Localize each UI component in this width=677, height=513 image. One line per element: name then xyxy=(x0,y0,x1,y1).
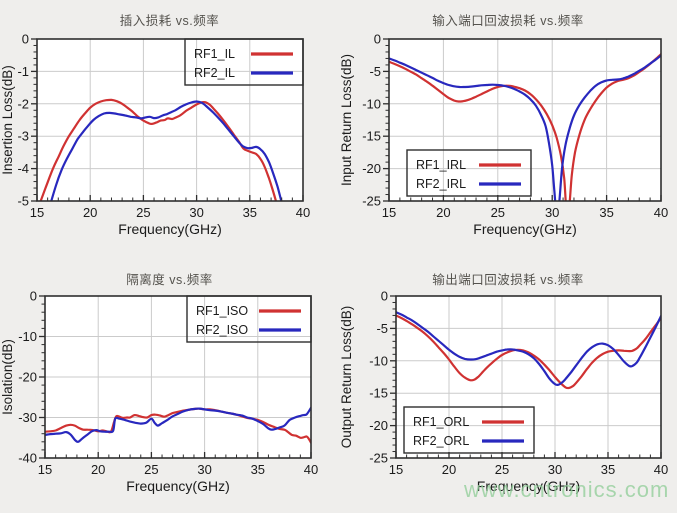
svg-text:25: 25 xyxy=(491,205,505,220)
svg-text:-3: -3 xyxy=(17,129,29,144)
svg-text:-5: -5 xyxy=(376,321,388,336)
svg-text:0: 0 xyxy=(374,32,381,47)
svg-text:40: 40 xyxy=(654,205,668,220)
svg-text:RF2_IRL: RF2_IRL xyxy=(416,177,466,191)
svg-text:35: 35 xyxy=(599,205,613,220)
svg-text:RF1_ISO: RF1_ISO xyxy=(196,304,248,318)
svg-text:Frequency(GHz): Frequency(GHz) xyxy=(118,221,221,237)
svg-text:-10: -10 xyxy=(18,329,37,344)
svg-text:40: 40 xyxy=(304,462,318,477)
svg-text:Frequency(GHz): Frequency(GHz) xyxy=(126,478,229,494)
svg-text:RF1_IRL: RF1_IRL xyxy=(416,158,466,172)
svg-text:15: 15 xyxy=(38,462,52,477)
svg-text:20: 20 xyxy=(83,205,97,220)
svg-text:15: 15 xyxy=(382,205,396,220)
output-return-loss-plot: 15 20 25 30 35 40 0 -5 -10 -15 -20 -25 Frequency(GHz… xyxy=(339,290,668,494)
svg-text:20: 20 xyxy=(442,462,456,477)
svg-text:30: 30 xyxy=(189,205,203,220)
isolation-plot: 15 20 25 30 35 40 0 -10 -20 -30 -40 Frequency(GHz) I… xyxy=(0,290,318,494)
chart-title-output-return-loss: 输出端口回波损耗 vs.频率 xyxy=(432,273,584,287)
svg-text:RF1_ORL: RF1_ORL xyxy=(413,415,469,429)
svg-text:Frequency(GHz): Frequency(GHz) xyxy=(473,221,576,237)
svg-text:-30: -30 xyxy=(18,410,37,425)
svg-text:25: 25 xyxy=(495,462,509,477)
svg-text:Frequency(GHz): Frequency(GHz) xyxy=(477,478,580,494)
svg-text:-2: -2 xyxy=(17,96,29,111)
svg-text:Isolation(dB): Isolation(dB) xyxy=(0,339,15,415)
chart-isolation: 隔离度 vs.频率 15 20 25 30 35 40 0 -10 -20 -30 -40 Frequ… xyxy=(0,256,339,513)
svg-text:-15: -15 xyxy=(369,386,388,401)
svg-text:30: 30 xyxy=(545,205,559,220)
svg-text:RF2_IL: RF2_IL xyxy=(194,66,235,80)
chart-title-isolation: 隔离度 vs.频率 xyxy=(126,273,213,287)
svg-text:-5: -5 xyxy=(17,194,29,209)
svg-text:40: 40 xyxy=(654,462,668,477)
svg-text:30: 30 xyxy=(197,462,211,477)
svg-text:Insertion Loss(dB): Insertion Loss(dB) xyxy=(0,65,15,175)
svg-text:30: 30 xyxy=(548,462,562,477)
svg-text:15: 15 xyxy=(389,462,403,477)
input-return-loss-plot: 15 20 25 30 35 40 0 -5 -10 -15 -20 -25 Frequency(GHz… xyxy=(339,32,668,238)
svg-text:20: 20 xyxy=(436,205,450,220)
svg-text:RF1_IL: RF1_IL xyxy=(194,47,235,61)
chart-title-input-return-loss: 输入端口回波损耗 vs.频率 xyxy=(432,14,584,28)
svg-text:15: 15 xyxy=(30,205,44,220)
svg-text:Output Return Loss(dB): Output Return Loss(dB) xyxy=(339,306,354,449)
svg-text:25: 25 xyxy=(136,205,150,220)
svg-text:20: 20 xyxy=(91,462,105,477)
svg-text:0: 0 xyxy=(22,32,29,47)
svg-text:40: 40 xyxy=(296,205,310,220)
chart-title-insertion-loss: 插入损耗 vs.频率 xyxy=(119,14,220,28)
svg-text:-4: -4 xyxy=(17,161,29,176)
svg-text:35: 35 xyxy=(251,462,265,477)
svg-text:Input Return Loss(dB): Input Return Loss(dB) xyxy=(339,54,354,186)
chart-input-return-loss: 输入端口回波损耗 vs.频率 15 20 25 30 35 40 0 -5 -10 -15 -20 -… xyxy=(339,0,677,256)
svg-text:-1: -1 xyxy=(17,64,29,79)
svg-text:0: 0 xyxy=(30,290,37,304)
svg-text:-15: -15 xyxy=(362,129,381,144)
svg-text:25: 25 xyxy=(144,462,158,477)
svg-text:RF2_ORL: RF2_ORL xyxy=(413,434,469,448)
svg-text:RF2_ISO: RF2_ISO xyxy=(196,323,248,337)
insertion-loss-plot: 15 20 25 30 35 40 0 -1 -2 -3 -4 -5 Frequency(GHz) Ins… xyxy=(0,32,310,238)
svg-text:0: 0 xyxy=(381,290,388,304)
svg-text:-20: -20 xyxy=(18,370,37,385)
chart-insertion-loss: 插入损耗 vs.频率 15 20 25 30 35 40 0 -1 -2 -3 -4 -5 Freque… xyxy=(0,0,339,256)
svg-text:-20: -20 xyxy=(362,161,381,176)
svg-text:35: 35 xyxy=(601,462,615,477)
svg-text:-25: -25 xyxy=(362,194,381,209)
chart-output-return-loss: 输出端口回波损耗 vs.频率 15 20 25 30 35 40 0 -5 -10 -15 -20 -… xyxy=(339,256,677,513)
svg-text:-20: -20 xyxy=(369,418,388,433)
svg-text:-25: -25 xyxy=(369,451,388,466)
svg-text:-5: -5 xyxy=(369,64,381,79)
svg-text:-40: -40 xyxy=(18,451,37,466)
svg-text:-10: -10 xyxy=(362,96,381,111)
svg-text:-10: -10 xyxy=(369,353,388,368)
svg-text:35: 35 xyxy=(243,205,257,220)
